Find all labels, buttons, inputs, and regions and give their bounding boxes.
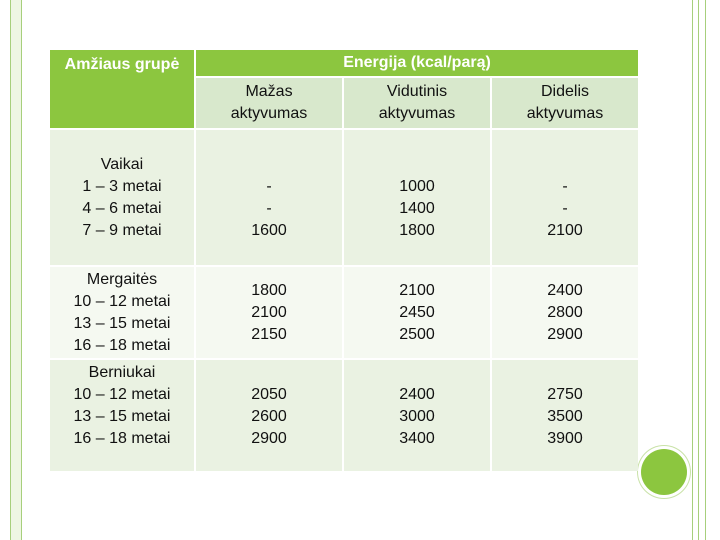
cell-low: 2050 2600 2900 [196,360,342,471]
left-decorative-border [10,0,22,540]
cell-medium: 2100 2450 2500 [344,267,490,358]
cell-low: 1800 2100 2150 [196,267,342,358]
table-row: Berniukai 10 – 12 metai 13 – 15 metai 16… [50,360,638,471]
cell-high: - - 2100 [492,130,638,265]
table-subheader-row: Mažas aktyvumas Vidutinis aktyvumas Dide… [50,78,638,128]
cell-high: 2750 3500 3900 [492,360,638,471]
table-header-row: Amžiaus grupė Energija (kcal/parą) [50,50,638,128]
table-row: Mergaitės 10 – 12 metai 13 – 15 metai 16… [50,267,638,358]
header-age-group: Amžiaus grupė [50,50,194,128]
cell-medium: 2400 3000 3400 [344,360,490,471]
subheader-medium-activity: Vidutinis aktyvumas [344,78,490,128]
energy-table: Amžiaus grupė Energija (kcal/parą) Mažas… [48,48,640,473]
cell-medium: 1000 1400 1800 [344,130,490,265]
decorative-green-circle [641,449,687,495]
table-row: Vaikai 1 – 3 metai 4 – 6 metai 7 – 9 met… [50,130,638,265]
cell-group: Berniukai 10 – 12 metai 13 – 15 metai 16… [50,360,194,471]
cell-low: - - 1600 [196,130,342,265]
cell-group: Vaikai 1 – 3 metai 4 – 6 metai 7 – 9 met… [50,130,194,265]
cell-high: 2400 2800 2900 [492,267,638,358]
subheader-low-activity: Mažas aktyvumas [196,78,342,128]
right-decorative-border [692,0,706,540]
subheader-high-activity: Didelis aktyvumas [492,78,638,128]
cell-group: Mergaitės 10 – 12 metai 13 – 15 metai 16… [50,267,194,358]
header-energy: Energija (kcal/parą) [196,50,638,76]
right-decorative-line [698,0,699,540]
